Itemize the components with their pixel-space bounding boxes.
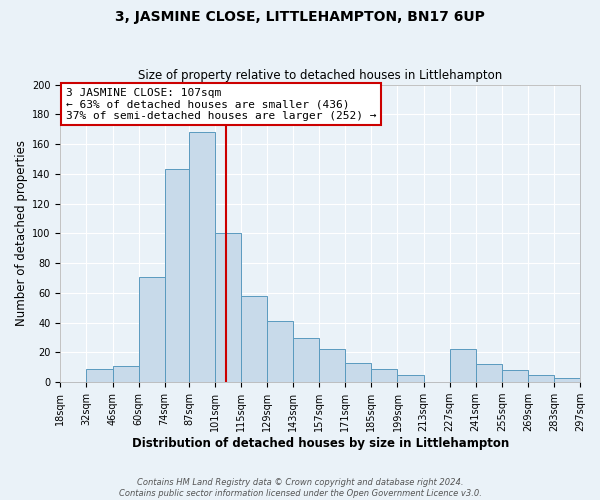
Bar <box>215 234 241 382</box>
Title: Size of property relative to detached houses in Littlehampton: Size of property relative to detached ho… <box>138 69 502 82</box>
Bar <box>267 321 293 382</box>
Bar <box>189 132 215 382</box>
Y-axis label: Number of detached properties: Number of detached properties <box>15 140 28 326</box>
Bar <box>241 296 267 382</box>
Text: 3, JASMINE CLOSE, LITTLEHAMPTON, BN17 6UP: 3, JASMINE CLOSE, LITTLEHAMPTON, BN17 6U… <box>115 10 485 24</box>
Bar <box>397 375 424 382</box>
Bar <box>139 276 164 382</box>
Text: 3 JASMINE CLOSE: 107sqm
← 63% of detached houses are smaller (436)
37% of semi-d: 3 JASMINE CLOSE: 107sqm ← 63% of detache… <box>65 88 376 120</box>
Bar <box>371 369 397 382</box>
Bar <box>346 363 371 382</box>
Bar <box>86 369 113 382</box>
Bar <box>449 350 476 382</box>
Bar <box>164 170 189 382</box>
Text: Contains HM Land Registry data © Crown copyright and database right 2024.
Contai: Contains HM Land Registry data © Crown c… <box>119 478 481 498</box>
X-axis label: Distribution of detached houses by size in Littlehampton: Distribution of detached houses by size … <box>131 437 509 450</box>
Bar <box>293 338 319 382</box>
Bar <box>113 366 139 382</box>
Bar <box>319 350 346 382</box>
Bar <box>502 370 528 382</box>
Bar <box>528 375 554 382</box>
Bar <box>554 378 580 382</box>
Bar <box>476 364 502 382</box>
